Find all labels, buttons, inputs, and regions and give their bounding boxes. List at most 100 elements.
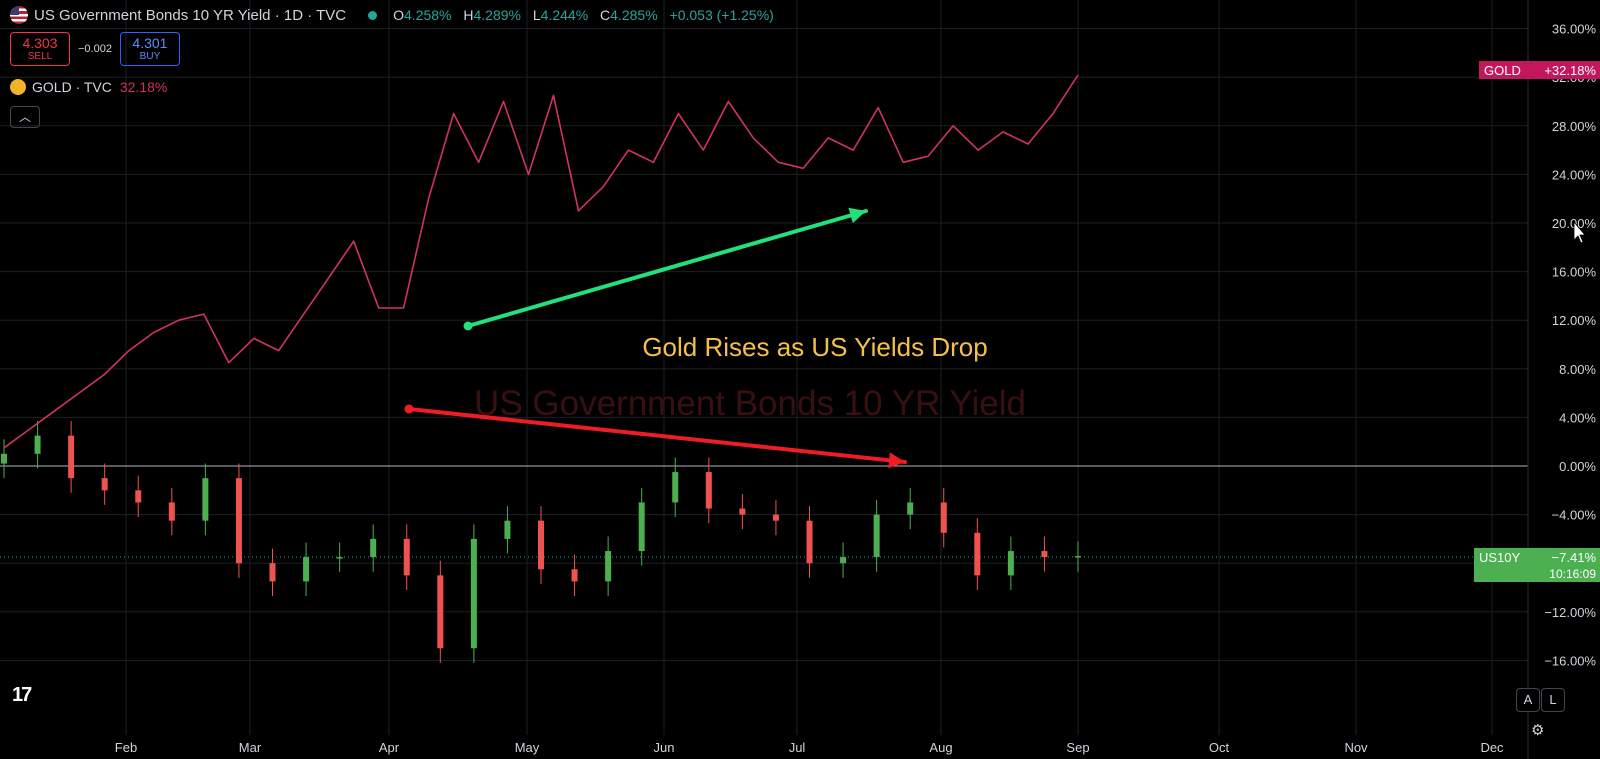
sell-button[interactable]: 4.303 SELL	[10, 32, 70, 66]
us10y-candle	[873, 514, 880, 558]
x-tick-label: Jul	[789, 740, 806, 755]
us10y-candle	[437, 575, 444, 649]
us10y-candle	[739, 508, 746, 515]
us10y-candle	[1007, 551, 1014, 576]
gold-points	[3, 75, 1079, 448]
trade-panel: 4.303 SELL −0.002 4.301 BUY	[10, 32, 180, 66]
gold-badge-value: +32.18%	[1544, 63, 1596, 78]
y-tick-label: 16.00%	[1552, 265, 1597, 280]
us10y-badge: US10Y −7.41% 10:16:09	[1474, 548, 1600, 582]
us10y-candle	[705, 472, 712, 509]
compare-change: 32.18%	[119, 79, 168, 95]
x-tick-label: Jun	[654, 740, 675, 755]
market-status-icon	[368, 10, 378, 20]
us10y-candle	[1075, 556, 1081, 558]
change-value: +0.053 (+1.25%)	[669, 7, 774, 23]
compare-legend[interactable]: GOLD · TVC 32.18%	[10, 79, 167, 95]
us10y-candle	[940, 502, 947, 533]
symbol-title[interactable]: US Government Bonds 10 YR Yield · 1D · T…	[34, 6, 347, 24]
watermark: US Government Bonds 10 YR Yield	[474, 384, 1026, 423]
x-tick-label: Feb	[115, 740, 137, 755]
x-tick-label: Sep	[1066, 740, 1089, 755]
us10y-candle	[772, 514, 779, 521]
chevron-up-icon: ︿	[18, 110, 31, 124]
us10y-candle	[135, 490, 142, 503]
gold-badge: GOLD +32.18%	[1479, 61, 1600, 79]
us10y-badge-symbol: US10Y	[1479, 550, 1521, 565]
ohlc-values: O4.258% H4.289% L4.244% C4.285% +0.053 (…	[393, 7, 774, 23]
us10y-candle	[370, 538, 377, 558]
us10y-candle	[101, 478, 108, 491]
y-tick-label: 0.00%	[1559, 459, 1596, 474]
us10y-series	[1, 421, 1081, 663]
x-tick-label: Nov	[1344, 740, 1368, 755]
x-tick-label: Dec	[1480, 740, 1504, 755]
y-tick-label: 12.00%	[1552, 313, 1597, 328]
green-arrow-head	[848, 207, 866, 224]
us-flag-icon	[10, 6, 28, 24]
x-tick-label: Aug	[929, 740, 952, 755]
y-tick-label: −12.00%	[1544, 605, 1596, 620]
buy-label: BUY	[139, 51, 161, 62]
us10y-candle	[605, 551, 612, 582]
us10y-candle	[806, 520, 813, 564]
log-scale-button[interactable]: L	[1541, 688, 1565, 712]
us10y-candle	[974, 532, 981, 576]
compare-symbol: GOLD · TVC	[32, 79, 112, 95]
tradingview-logo-icon: 17	[12, 684, 32, 706]
us10y-candle	[638, 502, 645, 552]
legend-header: US Government Bonds 10 YR Yield · 1D · T…	[10, 6, 782, 24]
red-arrow-shaft	[407, 407, 907, 464]
red-arrow-head	[888, 452, 905, 469]
us10y-candle	[907, 502, 914, 515]
countdown: 10:16:09	[1549, 567, 1596, 581]
green-arrow	[463, 207, 868, 331]
us10y-candle	[403, 538, 410, 576]
us10y-candle	[202, 478, 209, 521]
x-tick-label: Oct	[1209, 740, 1230, 755]
us10y-candle	[571, 569, 578, 582]
y-tick-label: −4.00%	[1552, 508, 1597, 523]
y-tick-label: 36.00%	[1552, 22, 1597, 37]
gold-series-line	[3, 74, 1079, 449]
green-arrow-start	[463, 321, 473, 331]
time-axis: Feb Mar Apr May Jun Jul Aug Sep Oct Nov Dec	[115, 740, 1504, 755]
x-tick-label: May	[515, 740, 540, 755]
buy-button[interactable]: 4.301 BUY	[119, 32, 180, 66]
us10y-candle	[168, 502, 175, 521]
us10y-candle	[470, 538, 477, 649]
us10y-candle	[68, 435, 75, 479]
gear-icon[interactable]: ⚙	[1531, 722, 1545, 739]
us10y-candle	[672, 472, 679, 503]
auto-scale-button[interactable]: A	[1516, 688, 1540, 712]
us10y-candle	[235, 478, 242, 564]
spread-value: −0.002	[78, 43, 112, 55]
us10y-candle	[303, 557, 310, 582]
us10y-candle	[34, 435, 41, 454]
y-tick-label: 4.00%	[1559, 410, 1596, 425]
buy-price: 4.301	[132, 35, 168, 51]
us10y-candle	[840, 557, 847, 564]
gold-badge-symbol: GOLD	[1484, 63, 1521, 78]
cursor-icon	[1573, 220, 1586, 244]
sell-label: SELL	[27, 51, 53, 62]
green-arrow-shaft	[466, 209, 868, 328]
red-arrow-start	[404, 404, 414, 414]
annotation-arrows	[404, 207, 907, 469]
us10y-candle	[336, 557, 343, 559]
sell-price: 4.303	[22, 35, 58, 51]
annotation-text: Gold Rises as US Yields Drop	[642, 332, 987, 362]
us10y-candle	[538, 520, 544, 570]
chart-grid	[0, 0, 1528, 735]
red-arrow	[404, 404, 907, 469]
y-tick-label: 8.00%	[1559, 362, 1596, 377]
collapse-legend-button[interactable]: ︿	[10, 106, 40, 128]
us10y-candle	[504, 520, 511, 539]
y-tick-label: 28.00%	[1552, 119, 1597, 134]
gold-icon	[10, 79, 26, 95]
us10y-candle	[1, 453, 7, 464]
us10y-candle	[269, 563, 276, 582]
y-tick-label: 24.00%	[1552, 167, 1597, 182]
us10y-badge-value: −7.41%	[1552, 550, 1597, 565]
